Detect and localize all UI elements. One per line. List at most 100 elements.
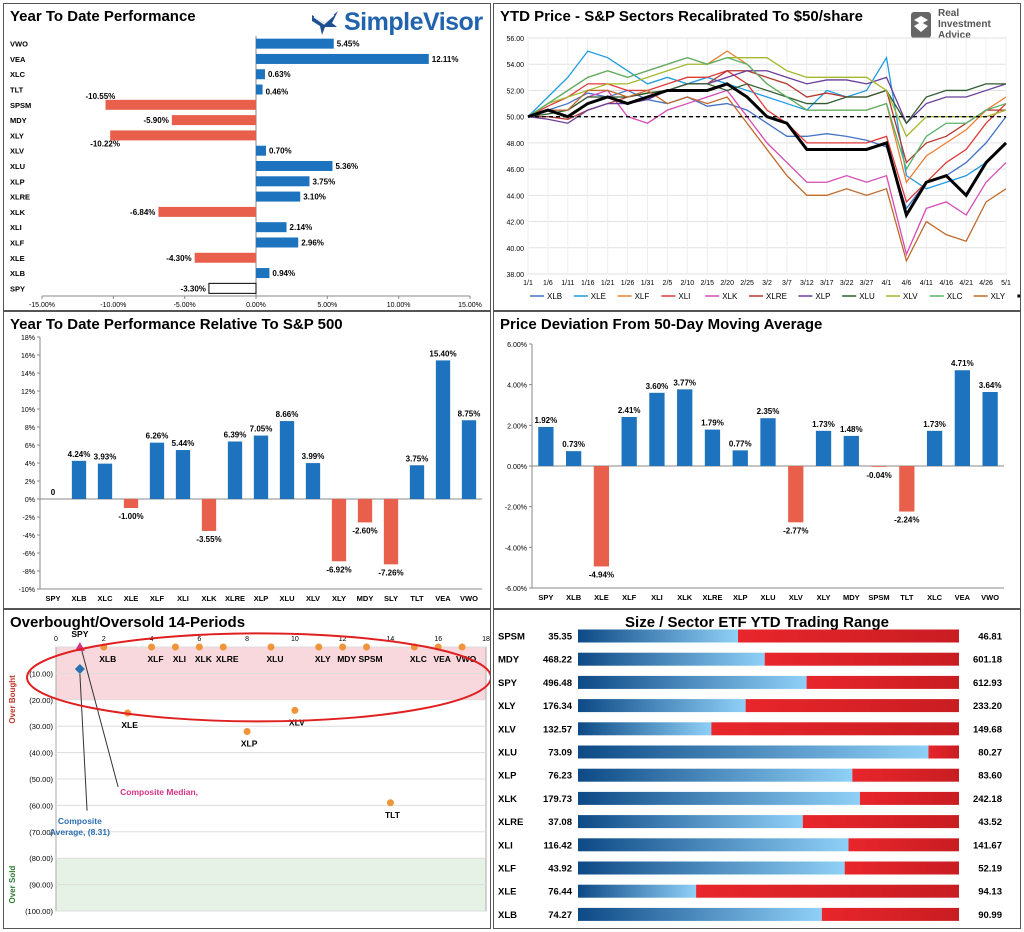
category-label: XLRE bbox=[225, 594, 245, 603]
data-label: 15.40% bbox=[429, 349, 456, 358]
low-value: 43.92 bbox=[548, 864, 572, 875]
range-high-segment bbox=[821, 907, 959, 921]
y-tick-label: 0% bbox=[25, 497, 35, 504]
data-label: 2.41% bbox=[618, 406, 641, 415]
bar bbox=[926, 430, 943, 466]
data-label: 3.77% bbox=[673, 378, 696, 387]
ticker-label: XLF bbox=[498, 864, 516, 875]
y-tick-label: (70.00) bbox=[29, 828, 53, 837]
data-label: 7.05% bbox=[250, 425, 273, 434]
y-tick-label: (30.00) bbox=[29, 722, 53, 731]
x-tick-label: 3/2 bbox=[762, 280, 772, 287]
high-value: 149.68 bbox=[973, 724, 1002, 735]
bar bbox=[256, 84, 263, 95]
data-label: 0.94% bbox=[272, 269, 295, 278]
x-tick-label: 4/21 bbox=[959, 280, 973, 287]
category-label: SPY bbox=[45, 594, 60, 603]
bar bbox=[227, 441, 243, 499]
y-tick-label: 54.00 bbox=[506, 62, 524, 69]
category-label: XLB bbox=[566, 593, 582, 602]
range-chart: SPSM 35.35 46.81 MDY 468.22 601.18 SPY 496.48 61… bbox=[498, 629, 1003, 921]
obos-title: Overbought/Oversold 14-Periods bbox=[10, 614, 246, 631]
data-label: 12.11% bbox=[432, 55, 459, 64]
point-label: VEA bbox=[433, 654, 450, 664]
high-value: 83.60 bbox=[978, 771, 1002, 782]
x-tick-label: 4/16 bbox=[939, 280, 953, 287]
ria-line: Investment bbox=[938, 19, 991, 30]
category-label: SLY bbox=[384, 594, 398, 603]
average-leader bbox=[79, 673, 88, 811]
x-tick-label: 2/5 bbox=[663, 280, 673, 287]
high-value: 233.20 bbox=[973, 701, 1002, 712]
x-tick-label: 10 bbox=[291, 636, 299, 643]
point-label: XLK bbox=[195, 654, 213, 664]
series-line-xly bbox=[527, 89, 1007, 263]
category-label: XLP bbox=[10, 177, 25, 186]
low-value: 468.22 bbox=[543, 655, 572, 666]
bar bbox=[253, 435, 269, 499]
bar bbox=[982, 391, 998, 466]
data-label: 0.73% bbox=[562, 440, 585, 449]
point-label: XLY bbox=[315, 654, 331, 664]
bar bbox=[105, 99, 256, 110]
category-label: XLC bbox=[98, 594, 114, 603]
category-label: XLF bbox=[622, 593, 637, 602]
y-tick-label: 40.00 bbox=[506, 246, 524, 253]
range-low-segment bbox=[578, 861, 845, 875]
point-label: XLV bbox=[289, 717, 305, 727]
y-tick-label: 52.00 bbox=[506, 88, 524, 95]
ria-wordmark: Real Investment Advice bbox=[938, 8, 991, 41]
high-value: 46.81 bbox=[978, 632, 1002, 643]
data-label: 5.36% bbox=[335, 162, 358, 171]
bar bbox=[256, 38, 334, 49]
ria-line: Advice bbox=[938, 30, 971, 41]
y-tick-label: -6.00% bbox=[505, 586, 527, 593]
y-tick-label: 14% bbox=[21, 371, 35, 378]
x-tick-label: 4/6 bbox=[902, 280, 912, 287]
data-point bbox=[363, 643, 371, 651]
y-tick-label: (40.00) bbox=[29, 749, 53, 758]
low-value: 496.48 bbox=[543, 678, 572, 689]
category-label: VWO bbox=[10, 40, 28, 49]
data-label: 3.10% bbox=[303, 193, 326, 202]
range-title: Size / Sector ETF YTD Trading Range bbox=[625, 614, 889, 631]
data-label: 8.66% bbox=[276, 410, 299, 419]
high-value: 94.13 bbox=[978, 887, 1002, 898]
category-label: XLY bbox=[332, 594, 346, 603]
category-label: XLF bbox=[10, 238, 25, 247]
range-high-segment bbox=[802, 815, 959, 829]
ytd-chart: -15.00% -10.00% -5.00% 0.00% 5.00% 10.00% 15.0… bbox=[10, 36, 482, 309]
y-tick-label: (100.00) bbox=[25, 907, 53, 916]
point-label: XLE bbox=[121, 720, 138, 730]
range-high-segment bbox=[745, 699, 959, 713]
oversold-label: Over Sold bbox=[8, 866, 17, 904]
legend-label: XLRE bbox=[766, 292, 787, 301]
category-label: VEA bbox=[435, 594, 451, 603]
legend-label: XLV bbox=[903, 292, 918, 301]
data-label: 1.73% bbox=[923, 420, 946, 429]
point-label: SPSM bbox=[359, 654, 383, 664]
y-tick-label: -8% bbox=[23, 569, 35, 576]
data-point bbox=[195, 643, 203, 651]
range-low-segment bbox=[578, 675, 807, 689]
low-value: 76.44 bbox=[548, 887, 572, 898]
low-value: 37.08 bbox=[548, 817, 572, 828]
bar bbox=[899, 466, 915, 512]
high-value: 612.93 bbox=[973, 678, 1002, 689]
y-tick-label: (80.00) bbox=[29, 854, 53, 863]
range-high-segment bbox=[852, 768, 959, 782]
range-low-segment bbox=[578, 791, 860, 805]
data-label: 0.46% bbox=[266, 88, 289, 97]
y-tick-label: 48.00 bbox=[506, 141, 524, 148]
ticker-label: XLU bbox=[498, 748, 517, 759]
x-tick-label: 1/6 bbox=[543, 280, 553, 287]
x-tick-label: 15.00% bbox=[458, 302, 482, 309]
point-label: XLU bbox=[267, 654, 284, 664]
data-label: 3.99% bbox=[302, 452, 325, 461]
x-tick-label: -10.00% bbox=[100, 302, 126, 309]
point-label: XLF bbox=[148, 654, 164, 664]
y-tick-label: 46.00 bbox=[506, 167, 524, 174]
category-label: MDY bbox=[10, 116, 27, 125]
low-value: 176.34 bbox=[543, 701, 573, 712]
category-label: SPY bbox=[538, 593, 553, 602]
